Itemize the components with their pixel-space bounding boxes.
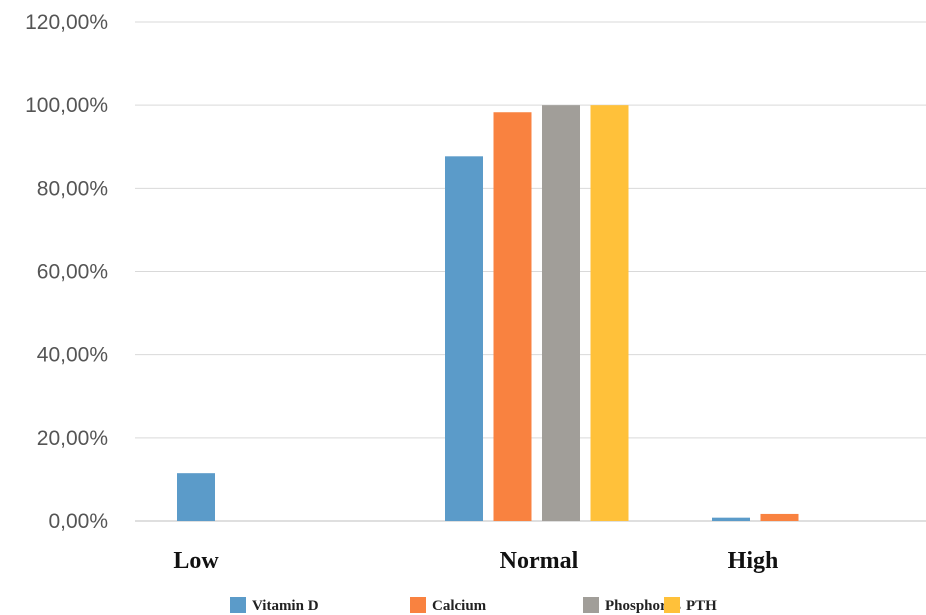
x-axis-tick-labels: Low Normal High [173, 548, 778, 574]
y-tick-label: 20,00% [37, 427, 108, 450]
legend-label: PTH [686, 598, 717, 614]
y-axis-tick-labels: 0,00% 20,00% 40,00% 60,00% 80,00% 100,00% 120,… [25, 11, 108, 533]
x-tick-label: Low [173, 548, 219, 574]
legend-item-calcium: Calcium [410, 597, 487, 614]
bar-pth-normal [590, 105, 629, 522]
legend-item-phosphorus: Phosphorus [583, 597, 681, 614]
legend-swatch [230, 597, 246, 613]
legend: Vitamin D Calcium Phosphorus PTH [230, 597, 717, 614]
y-tick-label: 80,00% [37, 177, 108, 200]
legend-label: Vitamin D [252, 598, 319, 614]
y-tick-label: 0,00% [48, 510, 108, 533]
bar-calcium-high [760, 513, 799, 521]
legend-swatch [583, 597, 599, 613]
x-tick-label: High [728, 548, 779, 574]
bar-calcium-normal [493, 112, 532, 521]
bar-vitamin-d-low [177, 473, 215, 521]
y-tick-label: 120,00% [25, 11, 108, 34]
bars [177, 105, 799, 522]
x-tick-label: Normal [500, 548, 579, 574]
legend-label: Calcium [432, 598, 487, 614]
y-tick-label: 40,00% [37, 344, 108, 367]
legend-label: Phosphorus [605, 598, 681, 614]
y-tick-label: 60,00% [37, 261, 108, 284]
legend-item-vitamin-d: Vitamin D [230, 597, 319, 614]
bar-phosphorus-normal [542, 105, 580, 522]
bar-vitamin-d-high [712, 517, 750, 521]
legend-item-pth: PTH [664, 597, 717, 614]
legend-swatch [410, 597, 426, 613]
bar-vitamin-d-normal [445, 156, 483, 522]
legend-swatch [664, 597, 680, 613]
y-tick-label: 100,00% [25, 94, 108, 117]
